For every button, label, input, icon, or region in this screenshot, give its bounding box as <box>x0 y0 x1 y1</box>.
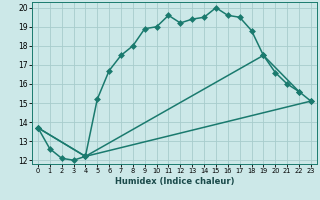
X-axis label: Humidex (Indice chaleur): Humidex (Indice chaleur) <box>115 177 234 186</box>
